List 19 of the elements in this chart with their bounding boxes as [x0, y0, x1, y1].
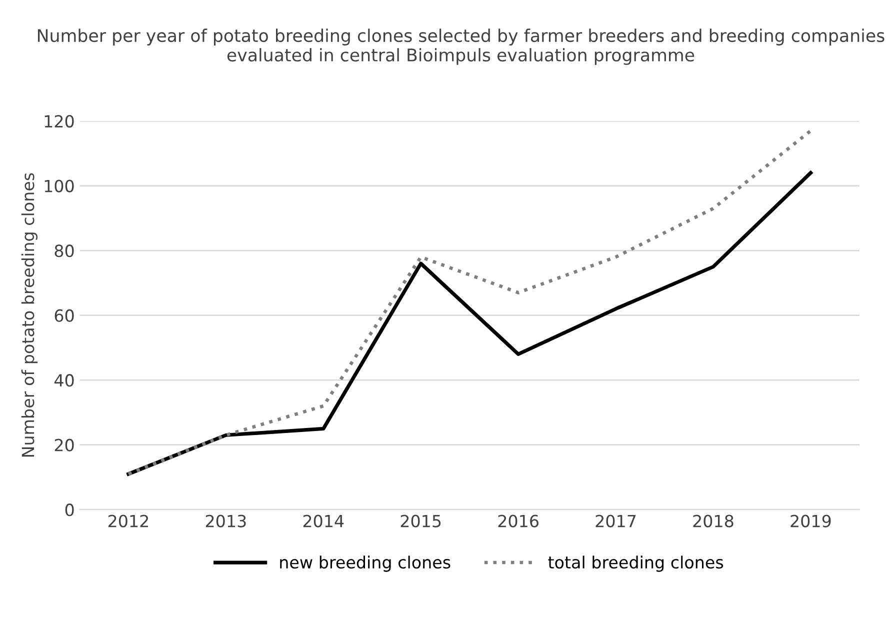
y-tick-label: 40: [54, 374, 74, 387]
y-tick-label: 0: [65, 504, 74, 516]
x-tick-label: 2017: [596, 514, 636, 528]
y-tick-label: 100: [44, 180, 74, 192]
x-tick-label: 2014: [303, 514, 344, 528]
x-tick-label: 2015: [400, 514, 441, 528]
y-tick-label: 20: [54, 438, 74, 452]
x-tick-label: 2018: [693, 514, 734, 528]
x-tick-label: 2013: [206, 514, 246, 528]
x-tick-label: 2016: [498, 514, 538, 528]
legend-label: total breeding clones: [548, 556, 724, 572]
y-axis-title: Number of potato breeding clones: [21, 173, 38, 457]
legend-label: new breeding clones: [280, 556, 450, 572]
chart-title: Number per year of potato breeding clones selected by farmer breeders and breeding companies evaluated in central Bioimpuls evaluation programme: [38, 28, 884, 65]
y-tick-label: 80: [54, 244, 74, 258]
x-tick-label: 2012: [108, 514, 148, 528]
y-tick-label: 120: [44, 114, 74, 128]
x-tick-label: 2019: [790, 514, 831, 528]
y-tick-label: 60: [54, 309, 74, 322]
